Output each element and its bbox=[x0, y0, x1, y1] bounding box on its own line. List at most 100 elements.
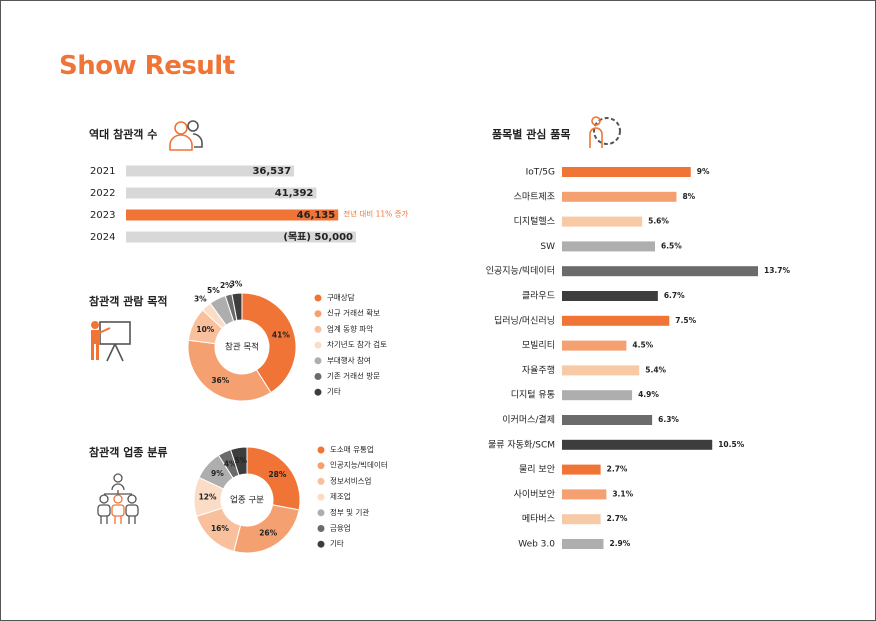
category-label: 인공지능/빅데이터 bbox=[486, 266, 555, 277]
interest-value-label: 6.7% bbox=[664, 291, 685, 300]
legend-swatch bbox=[317, 477, 325, 485]
legend-label: 제조업 bbox=[330, 492, 351, 501]
category-label: 딥러닝/머신러닝 bbox=[494, 314, 555, 326]
interest-bar bbox=[562, 315, 670, 326]
interest-bar bbox=[562, 365, 640, 376]
org-chart-icon bbox=[97, 473, 139, 524]
interest-bar bbox=[562, 489, 607, 500]
category-label: 이커머스/결제 bbox=[502, 415, 555, 426]
category-label: 스마트제조 bbox=[514, 191, 555, 202]
interest-bar bbox=[562, 191, 677, 202]
category-label: 클라우드 bbox=[522, 291, 555, 302]
purpose-title: 참관객 관람 목적 bbox=[89, 295, 168, 308]
attendee-value-label: 36,537 bbox=[252, 166, 291, 177]
legend-label: 기타 bbox=[327, 387, 341, 396]
legend-label: 차기년도 참가 검토 bbox=[327, 339, 387, 349]
interest-value-label: 7.5% bbox=[675, 316, 696, 325]
category-label: 디지털헬스 bbox=[514, 215, 555, 227]
interest-value-label: 2.7% bbox=[607, 514, 628, 523]
interest-value-label: 4.9% bbox=[638, 390, 659, 399]
legend-label: 정보서비스업 bbox=[330, 475, 371, 485]
donut-slice bbox=[229, 446, 248, 476]
category-label: 물류 자동화/SCM bbox=[488, 439, 555, 450]
interest-value-label: 2.9% bbox=[609, 539, 630, 548]
interest-bar bbox=[562, 390, 633, 401]
people-icon bbox=[169, 120, 203, 151]
slice-value-label: 3% bbox=[230, 279, 243, 288]
legend-swatch bbox=[317, 493, 325, 501]
category-label: 사이버보안 bbox=[514, 489, 555, 500]
gear-person-icon bbox=[589, 116, 621, 148]
interest-bar bbox=[562, 216, 643, 227]
attendee-bar bbox=[126, 165, 295, 177]
interest-bar bbox=[562, 241, 655, 252]
donut-slice bbox=[233, 504, 300, 554]
slice-value-label: 5% bbox=[207, 286, 220, 295]
category-label: 디지털 유통 bbox=[511, 389, 555, 401]
interest-value-label: 9% bbox=[697, 167, 710, 176]
year-label: 2022 bbox=[90, 188, 115, 199]
donut-slice bbox=[187, 339, 272, 402]
legend-label: 기타 bbox=[330, 539, 344, 548]
legend-label: 금융업 bbox=[330, 524, 351, 533]
interest-bar-chart: IoT/5G 9% 스마트제조 8% 디지털헬스 5.6% SW 6.5% 인공지능/빅데이터 1… bbox=[486, 167, 791, 550]
interest-bar bbox=[562, 340, 627, 351]
industry-title: 참관객 업종 분류 bbox=[89, 446, 168, 459]
slice-value-label: 16% bbox=[211, 524, 229, 533]
interest-value-label: 6.5% bbox=[661, 241, 682, 250]
interest-bar bbox=[562, 415, 653, 425]
slice-value-label: 26% bbox=[259, 528, 277, 537]
legend-label: 업계 동향 파악 bbox=[327, 323, 373, 333]
donut-slice bbox=[246, 446, 301, 511]
legend-swatch bbox=[317, 525, 325, 532]
slice-value-label: 2% bbox=[220, 281, 233, 290]
interest-value-label: 6.3% bbox=[658, 415, 679, 424]
donut-center-label: 참관 목적 bbox=[225, 342, 259, 353]
interest-value-label: 5.6% bbox=[648, 217, 669, 226]
attendee-bar bbox=[126, 209, 339, 221]
presentation-icon bbox=[91, 321, 131, 362]
interest-title: 품목별 관심 품목 bbox=[492, 128, 571, 141]
attendee-value-label: 46,135 bbox=[297, 210, 336, 221]
donut-slice bbox=[231, 292, 243, 322]
year-label: 2024 bbox=[90, 232, 115, 243]
legend-swatch bbox=[317, 509, 325, 517]
interest-bar bbox=[562, 439, 713, 450]
interest-value-label: 10.5% bbox=[718, 440, 745, 449]
donut-slice bbox=[241, 292, 297, 394]
attendee-bar-chart: 2021 36,537 2022 41,392 2023 46,135 전년 대비 11% … bbox=[90, 165, 409, 243]
legend-swatch bbox=[314, 357, 322, 365]
legend-label: 도소매 유통업 bbox=[330, 445, 374, 454]
legend-swatch bbox=[314, 325, 322, 333]
interest-value-label: 3.1% bbox=[612, 489, 633, 498]
interest-bar bbox=[562, 464, 601, 475]
slice-value-label: 36% bbox=[211, 376, 229, 385]
category-label: 자율주행 bbox=[522, 364, 555, 376]
legend-label: 신규 거래선 확보 bbox=[327, 308, 380, 318]
legend-label: 정부 및 기관 bbox=[330, 507, 369, 517]
interest-value-label: 2.7% bbox=[607, 465, 628, 474]
legend-label: 부대행사 참여 bbox=[327, 355, 371, 365]
year-label: 2023 bbox=[90, 210, 115, 221]
category-label: Web 3.0 bbox=[518, 540, 555, 550]
legend-swatch bbox=[314, 341, 322, 349]
slice-value-label: 10% bbox=[196, 325, 214, 334]
slice-value-label: 9% bbox=[211, 469, 224, 478]
legend-label: 인공지능/빅데이터 bbox=[330, 460, 388, 470]
slice-value-label: 28% bbox=[268, 470, 286, 479]
category-label: 모빌리티 bbox=[522, 340, 555, 351]
attendee-value-label: (목표) 50,000 bbox=[283, 231, 353, 243]
interest-value-label: 8% bbox=[682, 192, 695, 201]
interest-value-label: 13.7% bbox=[764, 266, 791, 275]
category-label: 물리 보안 bbox=[519, 464, 555, 475]
interest-value-label: 5.4% bbox=[645, 365, 666, 374]
interest-bar bbox=[562, 266, 758, 277]
attendee-bar bbox=[126, 187, 317, 199]
interest-bar bbox=[562, 291, 658, 301]
slice-value-label: 12% bbox=[199, 493, 217, 502]
interest-bar bbox=[562, 539, 604, 549]
interest-bar bbox=[562, 167, 691, 177]
industry-donut-chart: 28% 26% 16% 12% 9%4%5% 업종 구분 도소매 유통업인공지능/빅데이터정… bbox=[193, 445, 388, 554]
slice-value-label: 5% bbox=[234, 456, 247, 465]
